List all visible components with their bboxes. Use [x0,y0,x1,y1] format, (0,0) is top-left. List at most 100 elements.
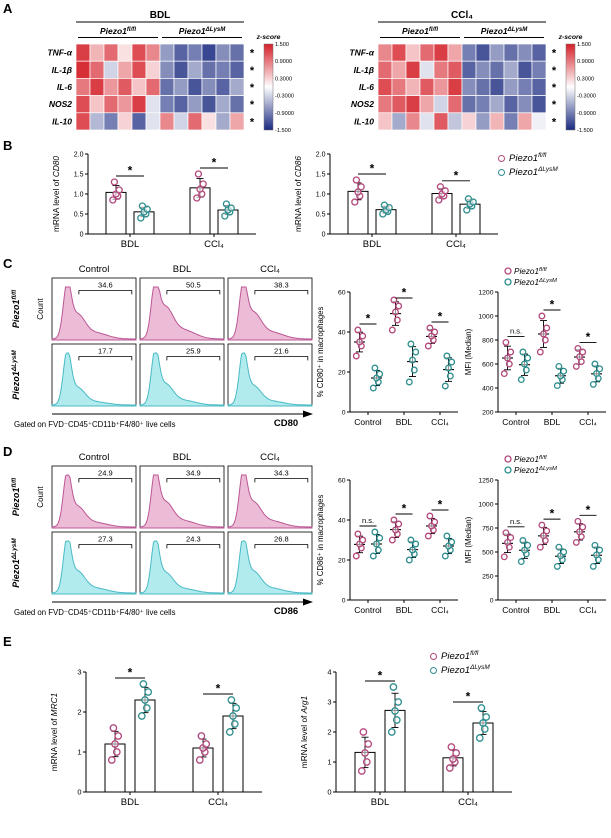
colorbar-tick: 1.500 [275,42,289,48]
cd80-percent-chart: 0 20 40 60 % CD80⁺ in macrophages * Control * BD… [316,286,458,427]
category-label: BDL [396,605,413,615]
data-point-flfl [436,183,445,191]
heatmap-ccl4: CCl₄ Piezo1fl/fl Piezo1ΔLysM TNF-α * IL-1β * IL… [314,6,608,143]
heatmap-cell [89,60,105,79]
flow-histograms-cd86: Control BDL CCl₄ Piezo1fl/fl Count 24.9 34.9 34… [10,450,316,625]
data-point-flfl [579,348,587,356]
heatmap-cell [75,112,91,131]
data-point-lysm [407,536,415,544]
data-point-flfl [574,344,582,352]
genotype-base: Piezo1 [514,267,539,276]
legend-item-flfl: Piezo1fl/fl [430,650,490,662]
y-tick-label: 1200 [478,289,493,296]
genotype-base: Piezo1 [179,26,206,36]
data-point-flfl [196,185,204,193]
data-point-lysm [553,382,561,390]
data-point-flfl [441,187,449,195]
heatmap-cell [187,60,203,79]
data-point-lysm [591,541,599,549]
category-label: CCl₄ [204,239,224,250]
sig-asterisk: * [466,690,471,704]
y-tick-label: 1250 [478,477,493,484]
y-axis-label: mRNA level of Arg1 [299,696,309,768]
data-point-lysm [232,704,241,712]
heatmap-cell [447,78,463,96]
genotype-base: Piezo1 [402,26,429,36]
heatmap-cell [229,95,245,114]
data-point-lysm [477,704,486,712]
gene-label: IL-1β [354,65,374,75]
heatmap-cell [201,112,217,131]
y-tick-label: 1.0 [74,191,84,198]
data-point-lysm [225,728,234,736]
cd86-mrna-chart: 0 0.5 1.0 1.5 2.0 mRNA level of CD86 * BDL * CCl₄ [293,151,498,250]
data-point-flfl [351,198,359,206]
heatmap-cell [159,43,175,62]
y-tick-label: 40 [338,517,346,524]
sig-asterisk: * [402,286,407,300]
category-label: BDL [121,797,139,808]
y-tick-label: 750 [482,525,494,532]
data-point-lysm [522,366,530,374]
data-point-lysm [137,712,146,720]
gene-label: TNF-α [349,48,374,58]
heatmap-cell [489,43,505,62]
data-point-lysm [596,365,604,373]
data-point-lysm [560,548,568,556]
gene-label: IL-1β [52,65,72,75]
cd80-percent-scatter: 0 20 40 60 % CD80⁺ in macrophages * Control * BD… [314,262,462,445]
flow-column-title: CCl₄ [260,264,280,275]
flow-gate-percentage: 50.5 [186,280,201,289]
data-point-flfl [572,538,580,546]
y-tick-label: 500 [482,549,494,556]
legend-panel-e: Piezo1fl/fl Piezo1ΔLysM [430,650,490,678]
legend-dot-lysm [498,168,505,176]
genotype-base: Piezo1 [11,371,21,400]
legend-dot [504,278,512,286]
data-point-flfl [447,743,456,751]
arg1-mrna-chart: 0 1 2 3 4 mRNA level of Arg1 * BDL * CCl₄ [299,667,512,808]
sig-asterisk: * [586,330,591,344]
heatmap-cell [531,43,547,62]
data-point-lysm [412,540,420,548]
flow-x-axis-label: CD86 [274,606,298,617]
cd86-percent-chart: 0 20 40 60 % CD86⁺ in macrophages n.s. Control… [316,477,458,615]
flow-gate-percentage: 17.7 [98,346,113,355]
heatmap-cell [117,78,133,96]
heatmap-cell [377,43,393,62]
y-axis-label-part: % CD86⁺ in macrophages [316,495,325,586]
legend-dot-flfl [430,652,437,660]
heatmap-cell [489,112,505,131]
y-axis-label-part: MRC1 [49,693,59,717]
data-point-lysm [479,719,487,727]
data-point-lysm [464,195,473,203]
genotype-label: Piezo1ΔLysM [11,350,21,400]
category-label: BDL [363,239,381,250]
flow-gate-percentage: 34.3 [274,468,289,477]
flow-column-title: BDL [173,264,191,275]
data-point-flfl [193,194,201,202]
heatmap-cell [475,60,491,79]
gene-label: TNF-α [47,48,72,58]
heatmap-cell [377,78,393,96]
y-tick-label: 3 [327,697,331,706]
genotype-label: Piezo1ΔLysM [179,26,227,36]
y-tick-label: 4 [327,667,331,676]
colorbar [263,43,274,131]
sig-asterisk: * [216,682,221,696]
heatmap-cell [145,95,161,114]
data-point-lysm [593,551,600,559]
data-point-flfl [541,336,549,344]
data-point-flfl [359,536,367,544]
heatmap-cell [405,43,421,62]
genotype-label: Piezo1ΔLysM [11,538,21,588]
data-point-lysm [137,214,145,222]
flow-hist-curve [227,286,313,341]
heatmap-cell [447,112,463,131]
y-axis-label: mRNA level of CD80 [51,156,61,232]
heatmap-cell [475,43,491,62]
data-point-flfl [504,538,511,546]
data-point-flfl [356,338,363,346]
sig-asterisk: * [250,48,255,60]
